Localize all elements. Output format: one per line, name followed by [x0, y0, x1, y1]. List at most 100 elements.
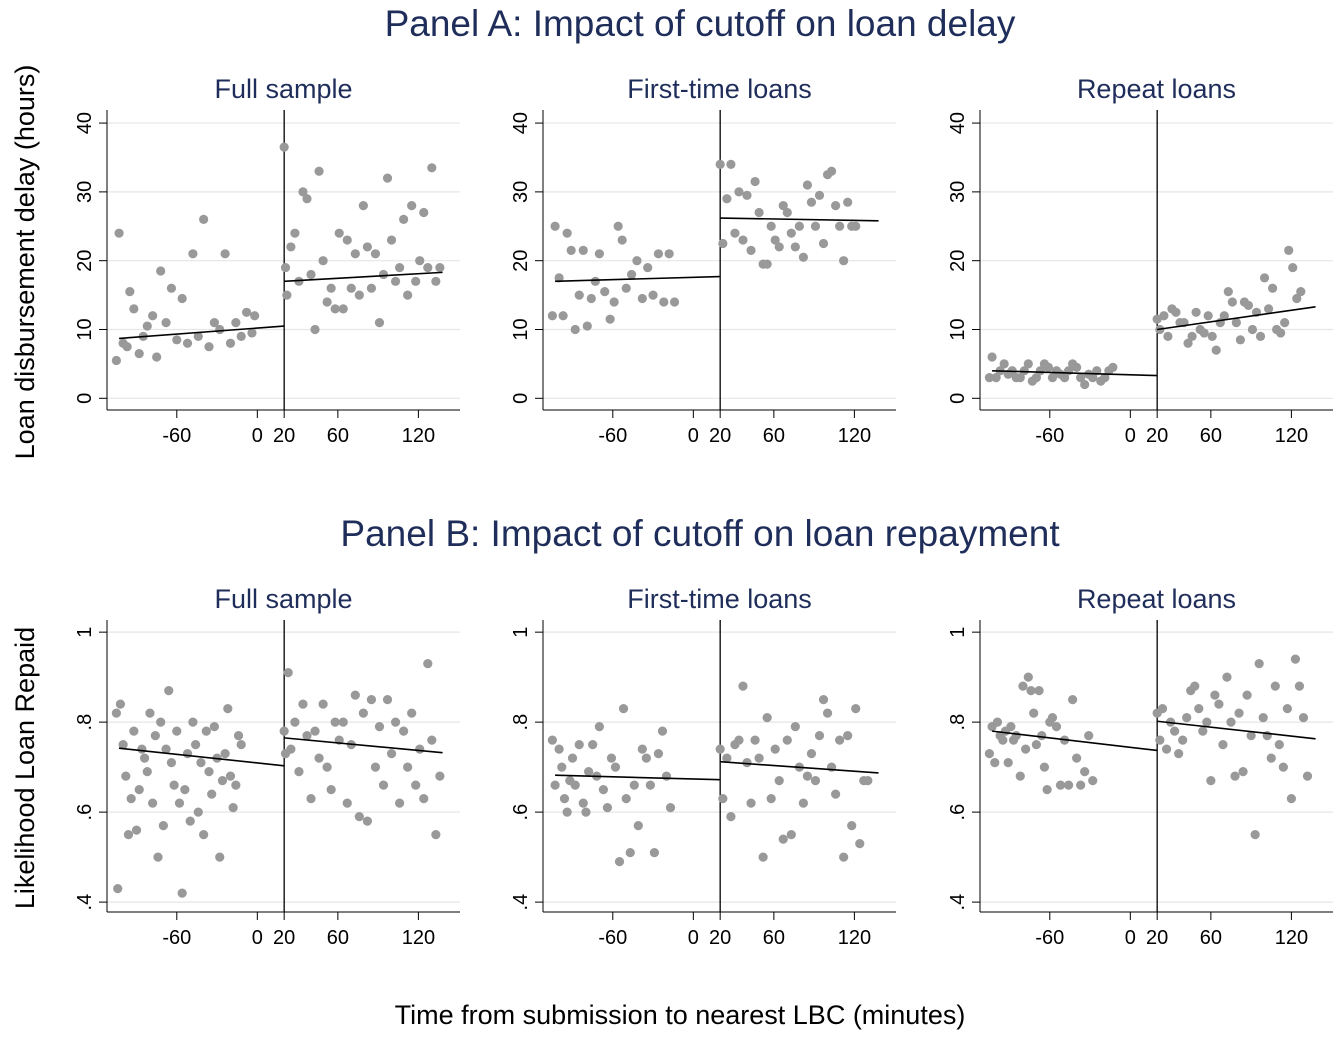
scatter-point	[294, 767, 304, 777]
scatter-point	[818, 238, 829, 249]
scatter-point	[362, 242, 372, 252]
x-axis-label: Time from submission to nearest LBC (min…	[395, 1000, 966, 1030]
scatter-point	[1068, 695, 1078, 705]
scatter-point	[188, 249, 198, 259]
y-tick-label: .6	[510, 804, 532, 821]
scatter-point	[1274, 740, 1284, 750]
scatter-point	[411, 276, 421, 286]
scatter-point	[386, 749, 397, 759]
scatter-point	[326, 283, 336, 293]
scatter-point	[566, 245, 576, 255]
scatter-point	[326, 785, 336, 795]
scatter-point	[742, 190, 752, 200]
scatter-point	[122, 342, 132, 352]
x-tick-label: 0	[688, 425, 699, 447]
scatter-point	[625, 848, 635, 858]
x-tick-label: 20	[709, 927, 731, 949]
scatter-point	[1021, 744, 1031, 754]
scatter-point	[987, 352, 997, 362]
scatter-point	[111, 355, 121, 366]
x-tick-label: 120	[1275, 425, 1308, 447]
scatter-point	[145, 708, 155, 718]
scatter-point	[653, 249, 664, 259]
scatter-point	[1159, 311, 1169, 321]
y-tick-label: 40	[947, 112, 969, 134]
scatter-point	[382, 695, 393, 705]
scatter-point	[984, 373, 994, 383]
scatter-point	[1059, 373, 1070, 383]
scatter-point	[826, 166, 837, 176]
scatter-point	[346, 283, 356, 293]
scatter-point	[366, 695, 377, 705]
scatter-point	[718, 794, 728, 804]
scatter-point	[172, 335, 182, 345]
scatter-point	[370, 249, 381, 259]
scatter-point	[582, 321, 592, 331]
fit-line	[119, 325, 285, 340]
scatter-point	[774, 776, 784, 786]
scatter-point	[786, 830, 796, 840]
fit-line	[720, 217, 879, 222]
scatter-point	[166, 283, 177, 293]
scatter-point	[598, 785, 608, 795]
scatter-point	[1210, 690, 1220, 700]
scatter-point	[550, 221, 560, 231]
scatter-point	[798, 252, 808, 262]
scatter-point	[738, 681, 748, 691]
x-tick-label: 120	[402, 927, 435, 949]
scatter-point	[746, 798, 756, 808]
scatter-point	[395, 798, 405, 808]
scatter-point	[802, 180, 813, 190]
scatter-point	[742, 758, 752, 768]
scatter-point	[280, 262, 291, 273]
scatter-point	[770, 235, 780, 245]
scatter-point	[1080, 767, 1090, 777]
scatter-point	[661, 771, 672, 781]
y-tick-label: 0	[510, 393, 532, 404]
scatter-point	[1076, 373, 1086, 383]
scatter-point	[1023, 359, 1033, 369]
scatter-point	[1286, 794, 1296, 804]
x-tick-label: 20	[273, 927, 295, 949]
scatter-point	[618, 704, 629, 714]
scatter-point	[1163, 331, 1173, 341]
scatter-point	[1034, 686, 1044, 696]
scatter-point	[306, 794, 316, 804]
scatter-point	[1292, 293, 1302, 304]
scatter-point	[362, 816, 372, 826]
scatter-point	[395, 262, 405, 273]
scatter-point	[241, 307, 252, 317]
scatter-point	[1230, 771, 1240, 781]
scatter-point	[279, 726, 289, 736]
y-tick-label: 10	[510, 318, 532, 340]
subplot: Full sample 0 10 20 30 40 -60 0 20 60 120	[74, 74, 460, 447]
scatter-point	[314, 166, 324, 176]
scatter-point	[1047, 373, 1058, 383]
x-tick-label: 0	[252, 425, 263, 447]
scatter-point	[298, 187, 308, 197]
scatter-point	[1218, 740, 1228, 750]
scatter-point	[1015, 373, 1025, 383]
scatter-point	[182, 749, 193, 759]
scatter-point	[354, 290, 364, 300]
fit-line	[555, 275, 721, 283]
scatter-point	[664, 249, 674, 259]
scatter-point	[814, 731, 825, 741]
scatter-point	[726, 812, 736, 822]
scatter-point	[161, 318, 171, 328]
scatter-point	[734, 735, 744, 745]
scatter-point	[435, 771, 445, 781]
scatter-point	[609, 297, 619, 307]
scatter-point	[754, 207, 764, 218]
scatter-point	[649, 848, 660, 858]
scatter-point	[1171, 307, 1181, 317]
y-tick-label: 20	[947, 250, 969, 272]
scatter-point	[610, 762, 621, 772]
scatter-point	[314, 753, 324, 763]
scatter-point	[1270, 681, 1280, 691]
scatter-point	[843, 731, 853, 741]
scatter-point	[715, 159, 725, 169]
scatter-point	[1183, 338, 1193, 348]
scatter-point	[286, 242, 296, 252]
